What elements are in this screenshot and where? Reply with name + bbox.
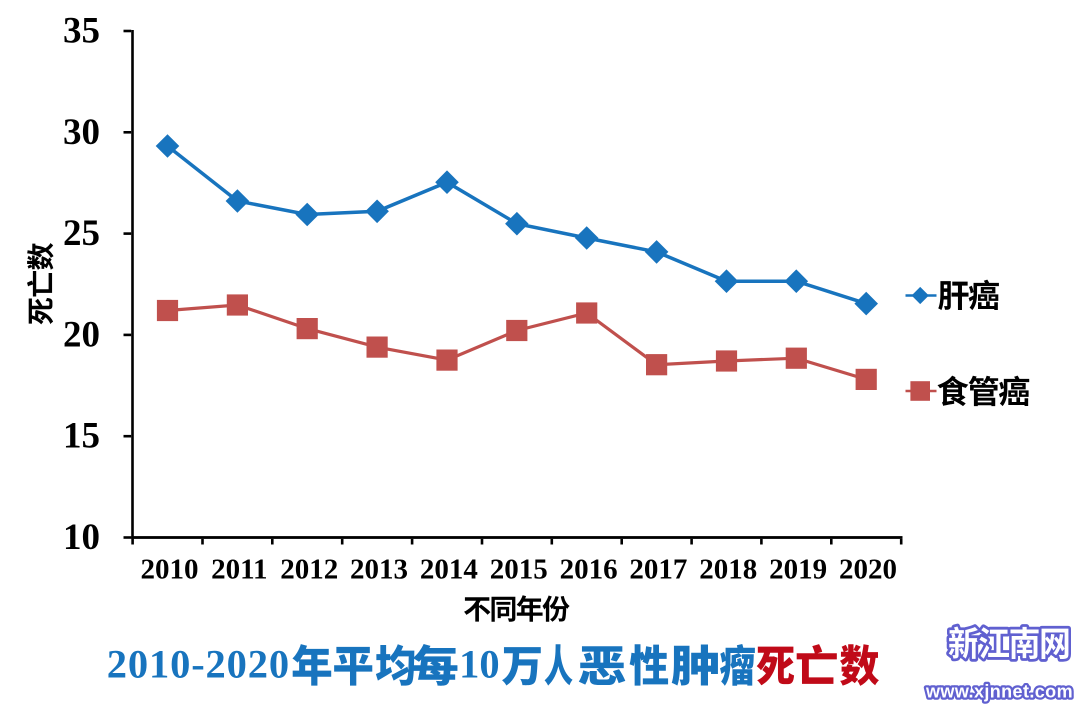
svg-text:2014: 2014 bbox=[420, 554, 478, 586]
svg-text:25: 25 bbox=[63, 213, 100, 254]
svg-text:2012: 2012 bbox=[280, 554, 338, 586]
svg-text:35: 35 bbox=[63, 11, 100, 52]
svg-text:2019: 2019 bbox=[769, 554, 827, 586]
svg-text:2018: 2018 bbox=[699, 554, 757, 586]
svg-text:2010-2020: 2010-2020 bbox=[107, 642, 290, 687]
svg-text:2017: 2017 bbox=[629, 554, 687, 586]
svg-text:30: 30 bbox=[63, 112, 100, 153]
svg-text:2020: 2020 bbox=[839, 554, 897, 586]
svg-text:10: 10 bbox=[63, 517, 100, 558]
svg-text:2016: 2016 bbox=[560, 554, 618, 586]
svg-text:2010: 2010 bbox=[141, 554, 199, 586]
svg-text:10: 10 bbox=[459, 642, 500, 687]
svg-text:20: 20 bbox=[63, 314, 100, 355]
svg-text:2011: 2011 bbox=[211, 554, 267, 586]
svg-text:15: 15 bbox=[63, 416, 100, 457]
svg-text:2015: 2015 bbox=[490, 554, 548, 586]
svg-text:2013: 2013 bbox=[350, 554, 408, 586]
svg-text:www.xjnnet.com: www.xjnnet.com bbox=[925, 682, 1073, 702]
